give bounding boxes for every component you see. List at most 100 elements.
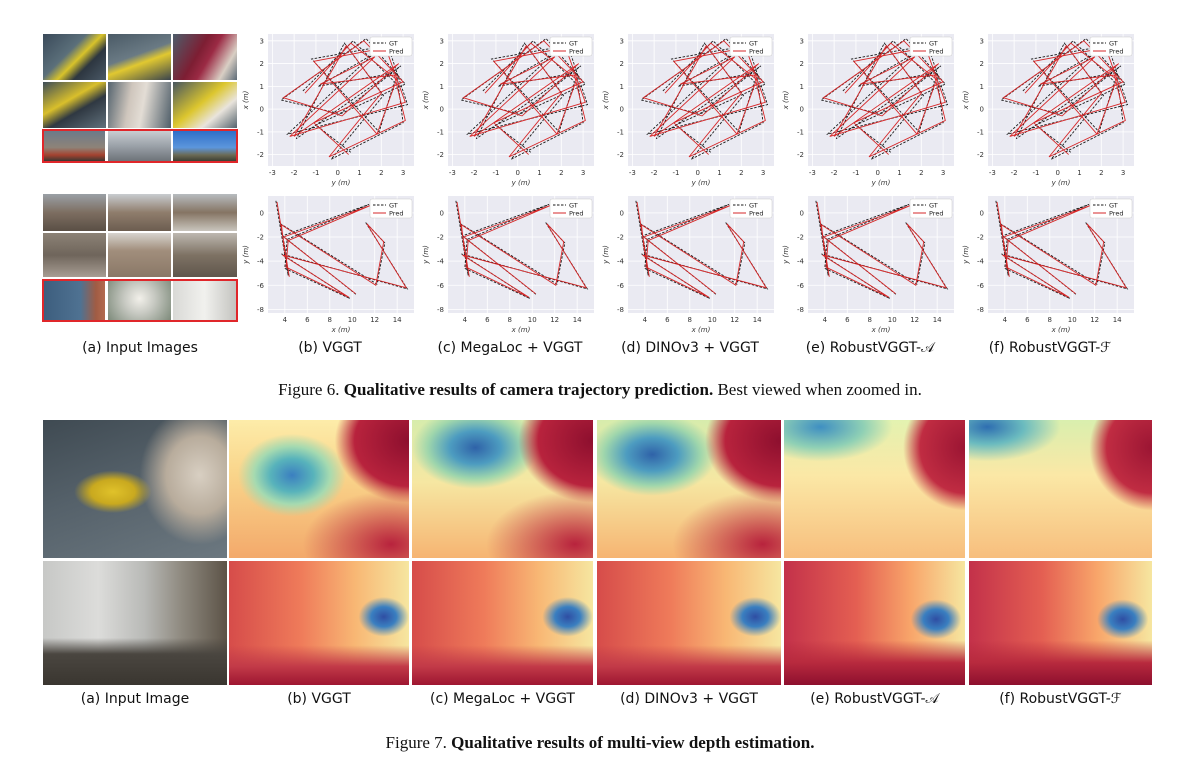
y-axis-label: y (m) bbox=[422, 245, 430, 265]
x-tick-label: 12 bbox=[550, 316, 559, 324]
fig6-label-vggt: (b) VGGT bbox=[298, 340, 362, 356]
x-tick-label: 14 bbox=[393, 316, 402, 324]
x-tick-label: -3 bbox=[989, 169, 996, 177]
x-tick-label: 4 bbox=[463, 316, 468, 324]
y-tick-label: -8 bbox=[257, 306, 264, 314]
trajectory-plot-row2-vggt: 4 6 8 10 12 14 -8 -6 -4 -2 0 x (m) y (m) GT Pred bbox=[240, 190, 420, 335]
y-tick-label: 0 bbox=[440, 106, 444, 114]
y-tick-label: 1 bbox=[800, 83, 804, 91]
y-axis-label: x (m) bbox=[242, 90, 250, 110]
x-tick-label: 2 bbox=[559, 169, 563, 177]
x-tick-label: 4 bbox=[283, 316, 288, 324]
fig6-label-robust-a: (e) RobustVGGT-𝒜 bbox=[805, 340, 935, 356]
x-tick-label: 2 bbox=[919, 169, 923, 177]
y-tick-label: -2 bbox=[617, 234, 624, 242]
x-tick-label: -1 bbox=[312, 169, 319, 177]
trajectory-plot-row2-robust-f: 4 6 8 10 12 14 -8 -6 -4 -2 0 x (m) y (m) GT Pred bbox=[960, 190, 1140, 335]
x-tick-label: 10 bbox=[528, 316, 537, 324]
y-tick-label: -8 bbox=[977, 306, 984, 314]
y-axis-label: x (m) bbox=[602, 90, 610, 110]
y-tick-label: 0 bbox=[980, 106, 984, 114]
x-tick-label: 0 bbox=[1055, 169, 1059, 177]
y-tick-label: 1 bbox=[620, 83, 624, 91]
fig7-number: Figure 7. bbox=[385, 733, 447, 752]
fig7-label-dinov3: (d) DINOv3 + VGGT bbox=[620, 691, 758, 707]
x-axis-label: y (m) bbox=[691, 179, 711, 187]
x-tick-label: 1 bbox=[1077, 169, 1081, 177]
x-axis-label: y (m) bbox=[871, 179, 891, 187]
fig6-number: Figure 6. bbox=[278, 380, 340, 399]
y-axis-label: x (m) bbox=[962, 90, 970, 110]
y-axis-label: y (m) bbox=[242, 245, 250, 265]
legend-gt-label: GT bbox=[569, 202, 578, 210]
trajectory-plot-row1-vggt: -3 -2 -1 0 1 2 3 -2 -1 0 1 2 3 y (m) x (m) GT Pred bbox=[240, 28, 420, 188]
x-tick-label: 3 bbox=[941, 169, 945, 177]
fig7-label-robust-f: (f) RobustVGGT-ℱ bbox=[999, 691, 1122, 707]
legend-gt-label: GT bbox=[1109, 40, 1118, 48]
y-tick-label: -1 bbox=[257, 128, 264, 136]
trajectory-plot-row2-megaloc: 4 6 8 10 12 14 -8 -6 -4 -2 0 x (m) y (m) GT Pred bbox=[420, 190, 600, 335]
x-tick-label: 6 bbox=[1025, 316, 1030, 324]
fig7-label-input: (a) Input Image bbox=[80, 691, 190, 707]
input-photo-robot-2 bbox=[108, 34, 171, 80]
fig6-title: Qualitative results of camera trajectory… bbox=[343, 380, 714, 399]
x-tick-label: 1 bbox=[897, 169, 901, 177]
y-tick-label: -8 bbox=[437, 306, 444, 314]
outlier-photo-street-1 bbox=[44, 131, 105, 161]
series-pred-line bbox=[816, 201, 948, 298]
y-tick-label: 2 bbox=[440, 60, 444, 68]
x-tick-label: 1 bbox=[537, 169, 541, 177]
x-tick-label: 14 bbox=[933, 316, 942, 324]
x-tick-label: 10 bbox=[708, 316, 717, 324]
legend-pred-label: Pred bbox=[569, 210, 583, 218]
x-axis-label: x (m) bbox=[511, 326, 531, 334]
x-tick-label: 10 bbox=[888, 316, 897, 324]
trajectory-plot-row2-robust-a: 4 6 8 10 12 14 -8 -6 -4 -2 0 x (m) y (m) GT Pred bbox=[780, 190, 960, 335]
y-tick-label: 3 bbox=[980, 37, 984, 45]
outlier-photo-sky bbox=[173, 131, 236, 161]
depth-map-row2-robust-a bbox=[784, 561, 965, 685]
x-tick-label: 1 bbox=[717, 169, 721, 177]
trajectory-plot-row1-dinov3: -3 -2 -1 0 1 2 3 -2 -1 0 1 2 3 y (m) x (m) GT Pred bbox=[600, 28, 780, 188]
y-tick-label: 2 bbox=[980, 60, 984, 68]
y-tick-label: 0 bbox=[800, 106, 804, 114]
x-tick-label: 3 bbox=[581, 169, 585, 177]
x-axis-label: x (m) bbox=[691, 326, 711, 334]
x-tick-label: 4 bbox=[643, 316, 648, 324]
fig7-title: Qualitative results of multi-view depth … bbox=[451, 733, 815, 752]
figure-6-caption: Figure 6. Qualitative results of camera … bbox=[0, 380, 1200, 400]
input-photo-building-5 bbox=[108, 233, 171, 277]
fig7-label-robust-a: (e) RobustVGGT-𝒜 bbox=[810, 691, 939, 707]
series-pred-line bbox=[1002, 40, 1126, 158]
y-tick-label: -4 bbox=[257, 258, 265, 266]
y-tick-label: -2 bbox=[977, 151, 984, 159]
legend-pred-label: Pred bbox=[389, 48, 403, 56]
y-tick-label: 3 bbox=[620, 37, 624, 45]
x-axis-label: x (m) bbox=[871, 326, 891, 334]
x-tick-label: -1 bbox=[1032, 169, 1039, 177]
y-tick-label: 0 bbox=[620, 209, 624, 217]
x-tick-label: -2 bbox=[471, 169, 478, 177]
outlier-photo-container bbox=[44, 281, 105, 320]
x-tick-label: 8 bbox=[508, 316, 512, 324]
figure-7-caption: Figure 7. Qualitative results of multi-v… bbox=[0, 733, 1200, 753]
y-tick-label: 2 bbox=[620, 60, 624, 68]
y-axis-label: y (m) bbox=[602, 245, 610, 265]
x-tick-label: 0 bbox=[695, 169, 699, 177]
outlier-photo-wall bbox=[173, 281, 236, 320]
y-tick-label: -6 bbox=[257, 282, 265, 290]
x-tick-label: 4 bbox=[1003, 316, 1008, 324]
y-tick-label: -2 bbox=[977, 234, 984, 242]
y-tick-label: -2 bbox=[257, 234, 264, 242]
legend-gt-label: GT bbox=[389, 202, 398, 210]
x-tick-label: 4 bbox=[823, 316, 828, 324]
series-pred-line bbox=[282, 40, 406, 158]
x-tick-label: 14 bbox=[573, 316, 582, 324]
fig7-label-vggt: (b) VGGT bbox=[287, 691, 351, 707]
y-tick-label: 0 bbox=[800, 209, 804, 217]
series-pred-line bbox=[642, 40, 766, 158]
series-pred-line bbox=[462, 40, 586, 158]
y-axis-label: y (m) bbox=[962, 245, 970, 265]
x-tick-label: 12 bbox=[730, 316, 739, 324]
fig6-label-robust-f: (f) RobustVGGT-ℱ bbox=[988, 340, 1112, 356]
